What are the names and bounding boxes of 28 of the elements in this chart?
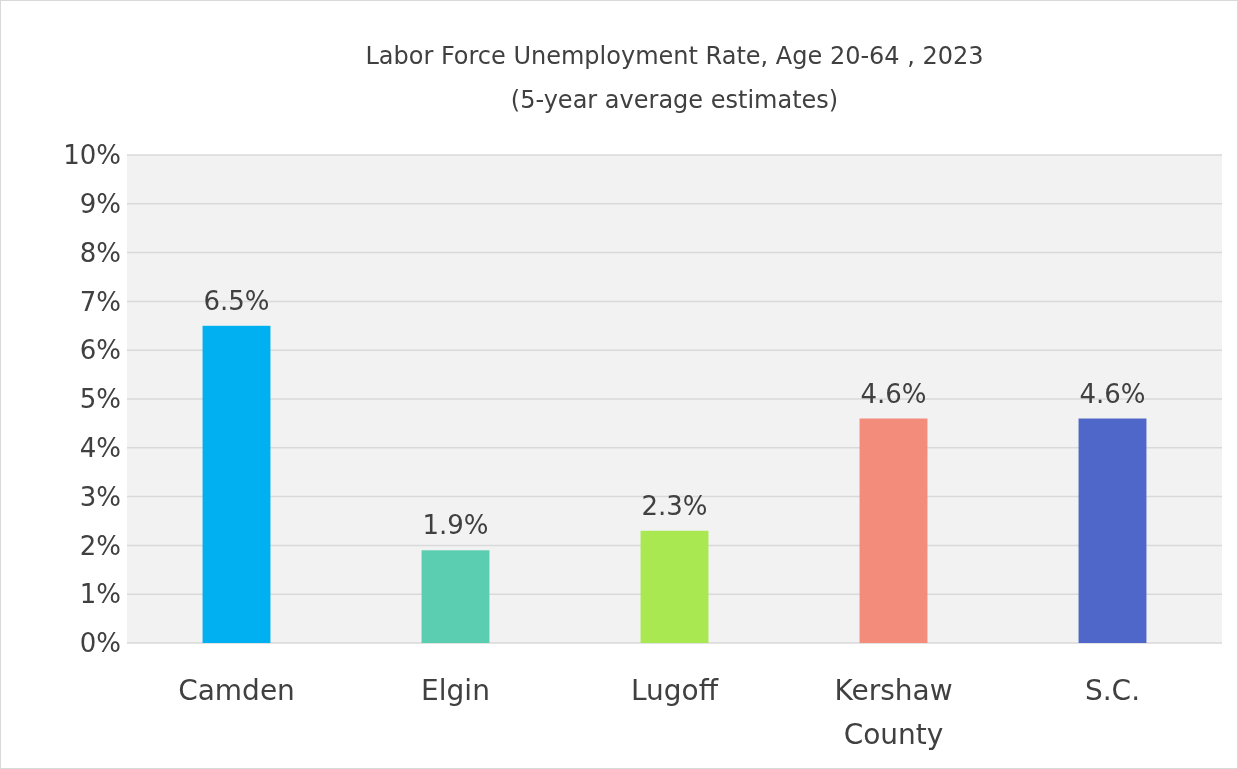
chart-title: Labor Force Unemployment Rate, Age 20-64 , 2023 — [365, 42, 984, 70]
bar — [1078, 418, 1147, 643]
y-tick-label: 9% — [79, 188, 121, 219]
bar — [421, 550, 490, 643]
chart-subtitle: (5-year average estimates) — [510, 86, 839, 114]
data-label: 4.6% — [860, 378, 927, 409]
x-tick-label: S.C. — [1084, 674, 1141, 707]
x-tick-label: Elgin — [421, 674, 490, 707]
x-tick-label: Kershaw County — [834, 674, 953, 751]
y-tick-label: 6% — [79, 335, 121, 366]
data-label: 2.3% — [641, 490, 708, 521]
bar — [640, 530, 709, 643]
y-tick-label: 3% — [79, 481, 121, 512]
data-label: 6.5% — [203, 285, 270, 316]
data-label: 4.6% — [1079, 378, 1146, 409]
y-tick-label: 4% — [79, 432, 121, 463]
bar — [202, 325, 271, 643]
bar — [859, 418, 928, 643]
y-tick-label: 5% — [79, 384, 121, 415]
y-tick-label: 2% — [79, 530, 121, 561]
x-tick-label: Camden — [178, 674, 295, 707]
y-tick-label: 1% — [79, 579, 121, 610]
data-label: 1.9% — [422, 510, 489, 541]
y-tick-label: 8% — [79, 237, 121, 268]
y-tick-label: 0% — [79, 628, 121, 659]
y-tick-label: 7% — [79, 286, 121, 317]
y-tick-label: 10% — [63, 140, 121, 171]
x-tick-label: Lugoff — [630, 674, 719, 707]
